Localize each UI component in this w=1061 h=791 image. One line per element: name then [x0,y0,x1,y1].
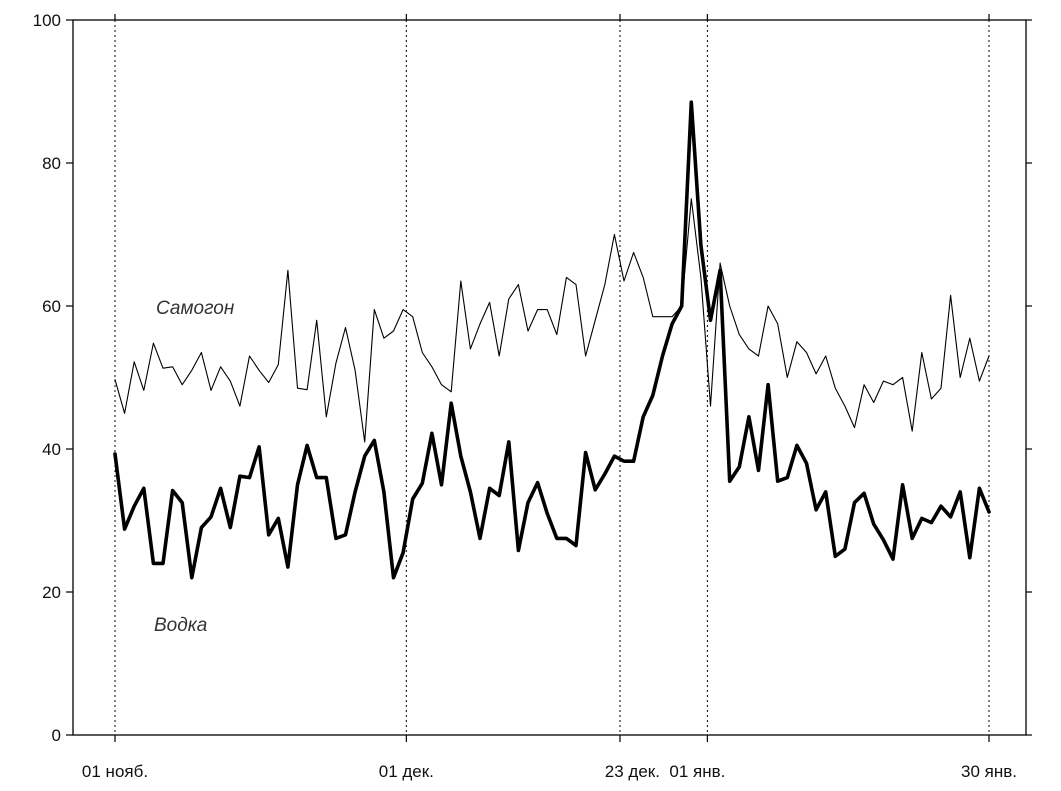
grid [114,20,990,735]
x-tick-label: 01 дек. [379,762,434,781]
y-tick-label: 80 [42,154,61,173]
x-tick-label: 01 янв. [669,762,725,781]
annotation-vodka: Водка [154,615,207,636]
x-axis: 01 нояб. 01 дек. 23 дек. 01 янв. 30 янв. [82,14,1017,781]
y-tick-label: 20 [42,583,61,602]
series-line-vodka [113,100,991,580]
y-tick-label: 60 [42,297,61,316]
series-group [113,100,991,580]
plot-area [72,19,1027,736]
x-tick-label: 01 нояб. [82,762,148,781]
y-tick-label: 40 [42,440,61,459]
x-tick-label: 23 дек. [605,762,660,781]
x-tick-label: 30 янв. [961,762,1017,781]
annotation-samogon: Самогон [156,298,235,319]
series-line-samogon [114,198,990,443]
y-tick-label: 100 [33,11,61,30]
y-tick-label: 0 [52,726,61,745]
y-axis: 0 20 40 60 80 100 [33,11,1032,745]
